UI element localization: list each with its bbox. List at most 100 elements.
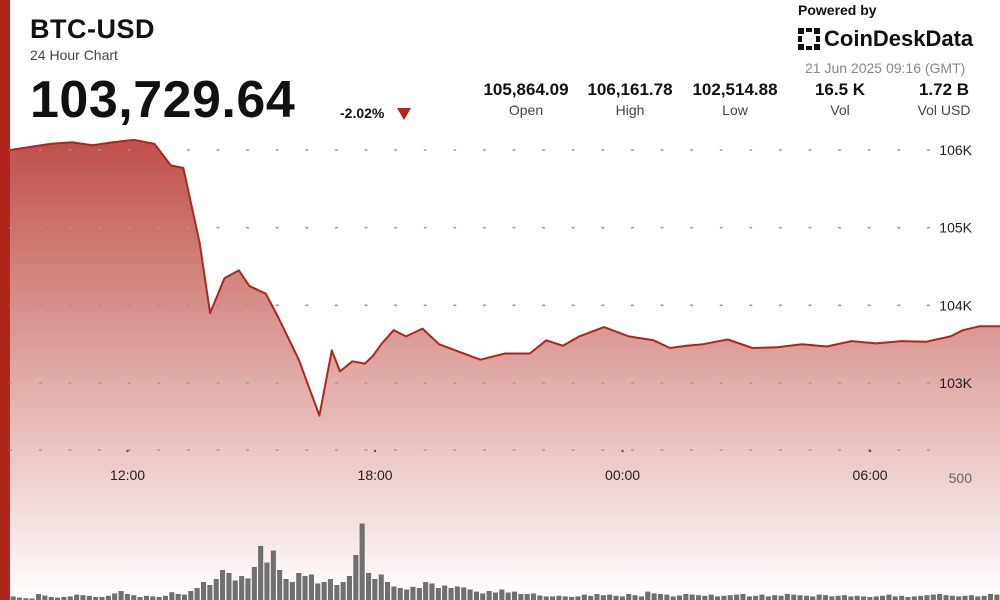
stat-label: High bbox=[615, 102, 645, 118]
volume-bar bbox=[829, 596, 835, 600]
volume-bar bbox=[162, 595, 168, 600]
volume-bar bbox=[899, 595, 905, 600]
current-price: 103,729.64 bbox=[30, 71, 296, 129]
volume-bar bbox=[213, 579, 219, 600]
volume-bar bbox=[518, 594, 524, 600]
x-tick-mark bbox=[621, 449, 624, 453]
volume-bar bbox=[937, 594, 943, 600]
volume-bar bbox=[657, 594, 663, 600]
volume-bar bbox=[245, 578, 251, 600]
chart-subtitle: 24 Hour Chart bbox=[30, 47, 118, 63]
stat-value: 105,864.09 bbox=[483, 80, 569, 99]
volume-bar bbox=[696, 595, 702, 600]
volume-bar bbox=[880, 595, 886, 600]
price-line bbox=[9, 138, 1000, 417]
volume-bar bbox=[670, 596, 676, 600]
volume-bar bbox=[473, 591, 479, 600]
volume-bar bbox=[778, 595, 784, 600]
volume-bar bbox=[511, 591, 517, 600]
volume-bar bbox=[86, 595, 92, 600]
coindesk-logo-icon bbox=[798, 28, 820, 50]
volume-bar bbox=[664, 594, 670, 600]
volume-bar bbox=[429, 583, 435, 600]
stat-value: 1.72 B bbox=[918, 80, 970, 99]
volume-bar bbox=[810, 596, 816, 600]
volume-bar bbox=[784, 594, 790, 600]
volume-bar bbox=[848, 596, 854, 600]
volume-bar bbox=[283, 579, 289, 600]
volume-bar bbox=[391, 586, 397, 600]
volume-bar bbox=[753, 595, 759, 600]
volume-bar bbox=[689, 594, 695, 600]
volume-bar bbox=[239, 576, 245, 600]
x-tick-label: 12:00 bbox=[110, 467, 145, 483]
volume-bar bbox=[873, 596, 879, 600]
volume-bar bbox=[803, 595, 809, 600]
volume-bar bbox=[480, 593, 486, 600]
volume-bar bbox=[797, 595, 803, 600]
volume-bar bbox=[264, 562, 270, 600]
price-area bbox=[10, 139, 1000, 600]
volume-bar bbox=[613, 595, 619, 600]
volume-bar bbox=[645, 591, 651, 600]
volume-bar bbox=[746, 596, 752, 600]
volume-bar bbox=[23, 598, 29, 600]
volume-bar bbox=[302, 576, 308, 600]
volume-bar bbox=[220, 570, 226, 600]
stat-label: Vol USD bbox=[917, 102, 971, 118]
volume-bar bbox=[949, 595, 955, 600]
volume-bar bbox=[359, 523, 365, 600]
volume-bar bbox=[562, 596, 568, 600]
volume-bar bbox=[80, 595, 86, 600]
volume-bar bbox=[683, 594, 689, 600]
volume-bar bbox=[835, 595, 841, 600]
volume-bar bbox=[892, 596, 898, 600]
price-change: -2.02% bbox=[340, 105, 385, 121]
volume-bar bbox=[905, 597, 911, 600]
volume-bar bbox=[251, 567, 257, 600]
volume-bar bbox=[569, 597, 575, 600]
volume-bar bbox=[334, 585, 340, 600]
volume-bar bbox=[543, 596, 549, 600]
x-tick-label: 18:00 bbox=[358, 467, 393, 483]
volume-bar bbox=[48, 597, 54, 600]
volume-bar bbox=[968, 595, 974, 600]
volume-bar bbox=[632, 595, 638, 600]
volume-bar bbox=[975, 596, 981, 600]
volume-bar bbox=[791, 594, 797, 600]
down-triangle-icon bbox=[397, 108, 411, 120]
volume-bar bbox=[626, 594, 632, 600]
volume-bar bbox=[175, 594, 181, 600]
volume-bar bbox=[378, 574, 384, 600]
volume-bar bbox=[911, 596, 917, 600]
volume-bar bbox=[715, 596, 721, 600]
volume-bar bbox=[232, 580, 238, 600]
stat-value: 102,514.88 bbox=[692, 80, 778, 99]
volume-bar bbox=[930, 594, 936, 600]
volume-bar bbox=[607, 594, 613, 600]
chart-header: BTC-USD 24 Hour Chart 103,729.64 -2.02% … bbox=[0, 0, 1000, 140]
volume-bar bbox=[181, 594, 187, 600]
volume-bar bbox=[201, 582, 207, 600]
volume-bar bbox=[131, 595, 137, 600]
volume-bar bbox=[994, 594, 1000, 600]
stat-open: 105,864.09 Open bbox=[476, 80, 576, 118]
volume-bar bbox=[397, 588, 403, 600]
volume-bar bbox=[29, 598, 35, 600]
volume-bar bbox=[759, 594, 765, 600]
volume-bar bbox=[499, 589, 505, 600]
volume-bar bbox=[861, 596, 867, 600]
volume-bar bbox=[99, 597, 105, 600]
volume-bar bbox=[765, 596, 771, 600]
y-tick-label: 103K bbox=[939, 375, 972, 391]
volume-bar bbox=[42, 595, 48, 600]
volume-bar bbox=[194, 588, 200, 600]
volume-bar bbox=[61, 597, 67, 600]
volume-bar bbox=[435, 588, 441, 600]
volume-bar bbox=[581, 594, 587, 600]
brand-logo[interactable]: CoinDeskData bbox=[798, 24, 973, 54]
volume-bar bbox=[118, 591, 124, 600]
volume-bar bbox=[366, 573, 372, 600]
volume-bar bbox=[619, 596, 625, 600]
